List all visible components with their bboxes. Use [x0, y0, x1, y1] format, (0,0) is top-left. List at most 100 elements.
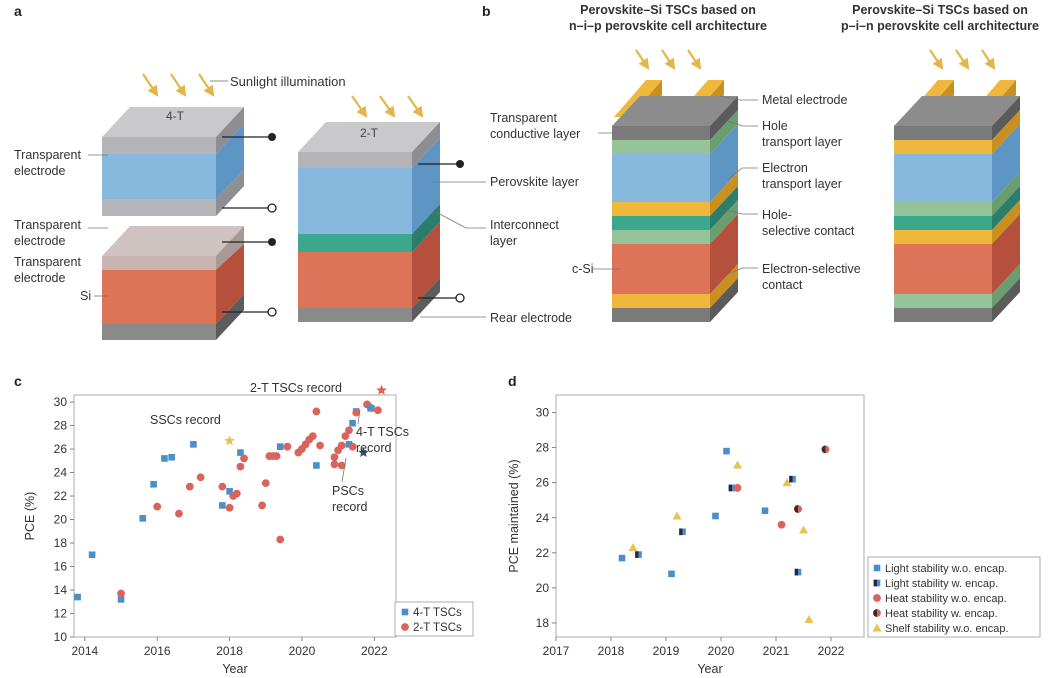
record-star: [376, 384, 387, 395]
legend-label-1: Light stability w. encap.: [885, 578, 998, 590]
legend-marker-1-half: [873, 579, 877, 587]
point-series-3-half: [794, 505, 798, 513]
x-axis-label: Year: [697, 662, 722, 676]
panel-a: a Sunlight illumination: [14, 3, 579, 340]
label-transparent-electrode-1b: electrode: [14, 164, 65, 178]
terminal-dot: [268, 133, 276, 141]
label-perovskite-layer: Perovskite layer: [490, 175, 579, 189]
point-2t: [185, 482, 194, 491]
y-tick-label: 24: [54, 466, 68, 480]
title-nip-1: Perovskite–Si TSCs based on: [580, 3, 756, 17]
x-tick-label: 2021: [763, 644, 790, 658]
point-4t: [345, 441, 353, 448]
point-series-4: [782, 478, 792, 487]
x-tick-label: 2020: [708, 644, 735, 658]
point-2t: [240, 454, 248, 463]
point-2t: [352, 408, 361, 417]
point-series-0: [618, 554, 626, 562]
x-tick-label: 2019: [653, 644, 680, 658]
point-4t: [168, 453, 175, 461]
legend-marker-2t: [401, 623, 409, 631]
x-tick-label: 2018: [216, 644, 243, 658]
y-tick-label: 28: [54, 419, 68, 433]
point-2t: [283, 442, 292, 451]
point-4t: [313, 462, 320, 469]
label-hsc-2: selective contact: [762, 224, 855, 238]
legend-label-4t: 4-T TSCs: [413, 607, 462, 619]
legend-marker-4t: [401, 608, 409, 616]
panel-c-letter: c: [14, 373, 22, 389]
panel-b-letter: b: [482, 3, 491, 19]
y-tick-label: 22: [536, 546, 550, 560]
point-4t: [349, 419, 356, 427]
x-axis-label: Year: [222, 662, 247, 676]
terminal-dot: [456, 160, 464, 168]
point-4t: [139, 515, 147, 522]
label-transparent-electrode-3b: electrode: [14, 271, 65, 285]
label-interconnect-2: layer: [490, 234, 517, 248]
y-axis-label: PCE (%): [23, 492, 37, 541]
annotation-pscs-1: PSCs: [332, 484, 364, 498]
point-series-1-half: [635, 551, 639, 558]
legend-label-2: Heat stability w.o. encap.: [885, 593, 1007, 605]
record-star: [358, 447, 369, 457]
panel-d-letter: d: [508, 373, 517, 389]
stack-2t: 2-T: [298, 122, 440, 322]
stack-4t-label: 4-T: [166, 109, 185, 123]
annotation-2t-record: 2-T TSCs record: [250, 381, 342, 395]
sunlight-arrows-2t: [351, 95, 424, 118]
y-tick-label: 14: [54, 583, 68, 597]
point-series-2: [777, 520, 786, 529]
point-2t: [196, 473, 205, 482]
point-series-0: [761, 507, 769, 515]
point-series-4: [733, 460, 742, 469]
point-2t: [261, 479, 270, 488]
label-transparent-electrode-1a: Transparent: [14, 148, 81, 162]
y-tick-label: 26: [54, 442, 68, 456]
label-si: Si: [80, 289, 91, 303]
legend-label-3: Heat stability w. encap.: [885, 608, 998, 620]
label-tcl-1: Transparent: [490, 111, 557, 125]
label-metal-electrode: Metal electrode: [762, 93, 848, 107]
y-tick-label: 16: [54, 560, 68, 574]
x-tick-label: 2016: [144, 644, 171, 658]
legend-label-2t: 2-T TSCs: [413, 622, 462, 634]
wires-4t: [222, 136, 270, 313]
label-etl-2: transport layer: [762, 177, 842, 191]
y-tick-label: 18: [536, 616, 550, 630]
y-tick-label: 10: [54, 630, 68, 644]
point-2t: [337, 461, 346, 470]
point-series-3-half: [821, 445, 826, 454]
point-series-4: [628, 543, 638, 552]
y-tick-label: 12: [54, 607, 68, 621]
labels-left-a: Transparent electrode Transparent electr…: [14, 148, 91, 303]
panel-a-letter: a: [14, 3, 22, 19]
point-4t: [161, 455, 168, 462]
point-2t: [330, 453, 339, 462]
legend-marker-2: [873, 594, 881, 602]
stack-pin: [894, 80, 1020, 322]
legend-marker-4: [872, 623, 882, 632]
terminal-dot: [267, 203, 277, 213]
y-tick-label: 20: [536, 581, 550, 595]
point-series-0: [712, 512, 719, 520]
label-htl-1: Hole: [762, 119, 788, 133]
point-2t: [345, 426, 353, 435]
point-series-1-half: [679, 528, 683, 536]
sunlight-arrows-4t: [142, 73, 215, 97]
point-series-4: [804, 614, 814, 623]
legend-marker-0: [873, 564, 881, 572]
terminal-dot: [268, 238, 276, 246]
y-tick-label: 26: [536, 476, 550, 490]
terminal-dot: [455, 293, 465, 303]
point-series-1-half: [794, 568, 798, 576]
legend-box: [394, 601, 474, 637]
label-esc-2: contact: [762, 278, 803, 292]
point-2t: [330, 460, 339, 469]
stack-nip: [612, 80, 738, 322]
point-series-4: [672, 511, 682, 520]
title-pin-1: Perovskite–Si TSCs based on: [852, 3, 1028, 17]
